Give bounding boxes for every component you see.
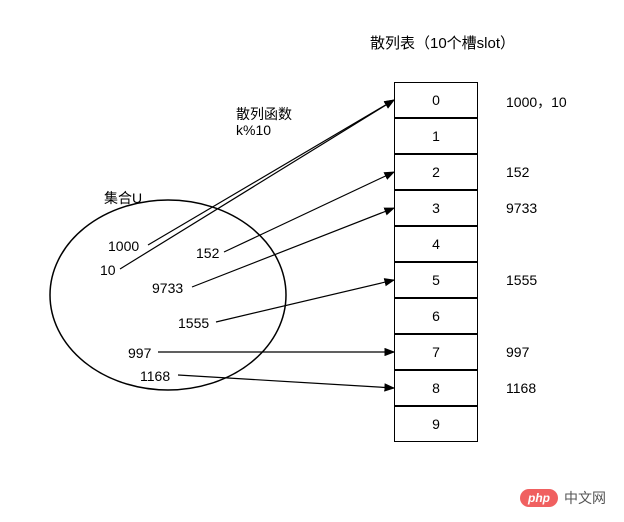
arrows-group — [120, 100, 394, 388]
arrow-9733 — [192, 208, 394, 287]
watermark: php 中文网 — [520, 488, 606, 508]
set-item-152: 152 — [196, 245, 219, 261]
hash-fn-label-line2: k%10 — [236, 122, 271, 138]
result-slot-2: 152 — [506, 164, 529, 180]
slot-2: 2 — [394, 154, 478, 190]
slot-9: 9 — [394, 406, 478, 442]
hash-fn-label-line1: 散列函数 — [236, 104, 292, 124]
slot-4: 4 — [394, 226, 478, 262]
slot-8: 8 — [394, 370, 478, 406]
result-slot-5: 1555 — [506, 272, 537, 288]
arrow-1168 — [178, 375, 394, 388]
table-title: 散列表（10个槽slot） — [370, 32, 515, 53]
set-item-9733: 9733 — [152, 280, 183, 296]
watermark-text: 中文网 — [564, 488, 606, 508]
set-item-997: 997 — [128, 345, 151, 361]
set-item-1168: 1168 — [140, 368, 170, 384]
set-item-1555: 1555 — [178, 315, 209, 331]
diagram-canvas — [0, 0, 624, 522]
result-slot-0: 1000，10 — [506, 92, 567, 112]
arrow-152 — [224, 172, 394, 252]
slot-3: 3 — [394, 190, 478, 226]
set-item-10: 10 — [100, 262, 116, 278]
slot-7: 7 — [394, 334, 478, 370]
result-slot-7: 997 — [506, 344, 529, 360]
set-title: 集合U — [104, 188, 142, 208]
watermark-badge: php — [520, 489, 558, 507]
slot-5: 5 — [394, 262, 478, 298]
slot-6: 6 — [394, 298, 478, 334]
result-slot-8: 1168 — [506, 380, 536, 396]
set-item-1000: 1000 — [108, 238, 139, 254]
slot-0: 0 — [394, 82, 478, 118]
result-slot-3: 9733 — [506, 200, 537, 216]
arrow-1555 — [216, 280, 394, 322]
slot-1: 1 — [394, 118, 478, 154]
